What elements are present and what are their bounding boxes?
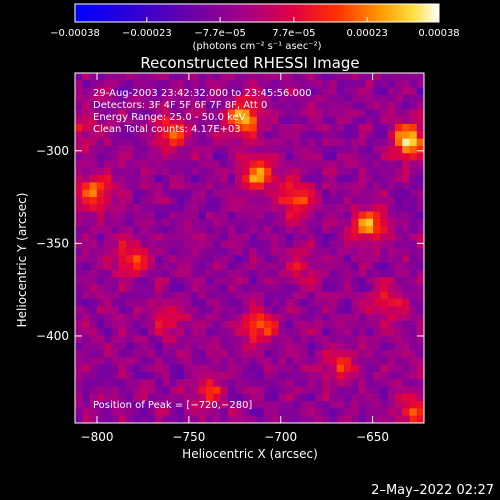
- timestamp: 2–May–2022 02:27: [371, 483, 494, 498]
- colorbar-tick-label: 7.7e−05: [272, 28, 315, 39]
- y-tick-label: −350: [36, 236, 69, 250]
- annotation-line: Detectors: 3F 4F 5F 6F 7F 8F, Att 0: [93, 100, 267, 111]
- axis-ticks: −800 −750 −700 −650 −300 −350 −400: [36, 73, 424, 444]
- colorbar-tick-label: −0.00023: [122, 28, 172, 39]
- peak-position-label: Position of Peak = [−720,−280]: [93, 400, 252, 411]
- x-tick-label: −700: [264, 430, 297, 444]
- heatmap-image: [75, 73, 424, 423]
- chart-title: Reconstructed RHESSI Image: [140, 54, 359, 72]
- x-axis-label: Heliocentric X (arcsec): [182, 447, 318, 461]
- y-tick-label: −400: [36, 329, 69, 343]
- colorbar-ticks: −0.00038 −0.00023 −7.7e−05 7.7e−05 0.00023 0.…: [50, 17, 460, 39]
- x-tick-label: −800: [81, 430, 114, 444]
- annotation-block: 29-Aug-2003 23:42:32.000 to 23:45:56.000…: [93, 88, 312, 135]
- plot-frame: [74, 72, 425, 424]
- annotation-line: Clean Total counts: 4.17E+03: [93, 124, 241, 135]
- y-tick-label: −300: [36, 144, 69, 158]
- y-axis-label: Heliocentric Y (arcsec): [15, 193, 29, 328]
- colorbar-tick-label: −0.00038: [50, 28, 100, 39]
- annotation-line: Energy Range: 25.0 - 50.0 keV: [93, 112, 246, 123]
- colorbar-tick-label: −7.7e−05: [194, 28, 246, 39]
- colorbar-units: (photons cm⁻² s⁻¹ asec⁻²): [192, 41, 321, 52]
- x-tick-label: −750: [172, 430, 205, 444]
- annotation-line: 29-Aug-2003 23:42:32.000 to 23:45:56.000: [93, 88, 312, 99]
- x-tick-label: −650: [356, 430, 389, 444]
- colorbar-tick-label: 0.00023: [346, 28, 387, 39]
- colorbar-tick-label: 0.00038: [418, 28, 459, 39]
- colorbar: [74, 3, 440, 23]
